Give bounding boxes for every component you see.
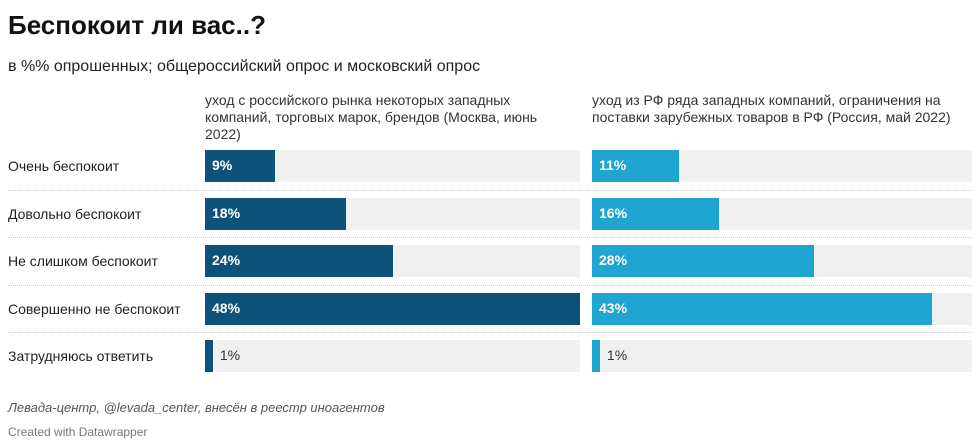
row-separator	[8, 189, 972, 191]
bar	[205, 340, 213, 372]
bar-track: 43%	[592, 292, 972, 325]
bar	[592, 197, 719, 230]
bar	[205, 292, 580, 325]
bar-value-label: 24%	[212, 252, 241, 268]
bar	[592, 292, 933, 325]
bar-value-label: 18%	[212, 204, 241, 221]
bar	[592, 150, 680, 182]
row-label: Совершенно не беспокоит	[8, 300, 181, 317]
series-2-header: уход из РФ ряда западных компаний, огран…	[592, 92, 951, 125]
row-separator	[8, 284, 972, 286]
bar-track: 28%	[592, 245, 972, 277]
bar	[592, 340, 600, 372]
bar	[592, 245, 814, 277]
bar-value-label: 1%	[219, 347, 241, 363]
bar-track: 16%	[592, 197, 972, 230]
bar	[205, 245, 393, 277]
bar-value-label: 11%	[599, 157, 627, 173]
bar-value-label: 28%	[599, 252, 628, 268]
row-label: Затрудняюсь ответить	[8, 348, 154, 364]
bar	[205, 150, 276, 182]
bar	[205, 197, 346, 230]
row-separator	[8, 237, 972, 238]
bar-track: 1%	[592, 340, 972, 372]
bar-track: 11%	[592, 150, 972, 182]
chart-title: Беспокоит ли вас..?	[8, 10, 266, 40]
bar-track: 1%	[205, 340, 580, 372]
row-separator	[8, 332, 972, 333]
bar-value-label: 48%	[212, 299, 241, 316]
row-label: Не слишком беспокоит	[8, 253, 158, 269]
chart-subtitle: в %% опрошенных; общероссийский опрос и …	[8, 58, 481, 75]
bar-value-label: 1%	[606, 347, 628, 363]
bar-value-label: 16%	[599, 204, 628, 221]
source-note: Левада-центр, @levada_center, внесён в р…	[8, 400, 385, 415]
bar-track: 9%	[205, 150, 580, 182]
bar-value-label: 9%	[212, 157, 233, 173]
row-label: Довольно беспокоит	[8, 205, 142, 222]
datawrapper-credit: Created with Datawrapper	[8, 425, 148, 439]
bar-track: 48%	[205, 292, 580, 325]
series-1-header: уход с российского рынка некоторых запад…	[205, 92, 538, 142]
bar-value-label: 43%	[599, 299, 628, 316]
bar-track: 24%	[205, 245, 580, 277]
bar-track: 18%	[205, 197, 580, 230]
row-label: Очень беспокоит	[8, 158, 120, 174]
